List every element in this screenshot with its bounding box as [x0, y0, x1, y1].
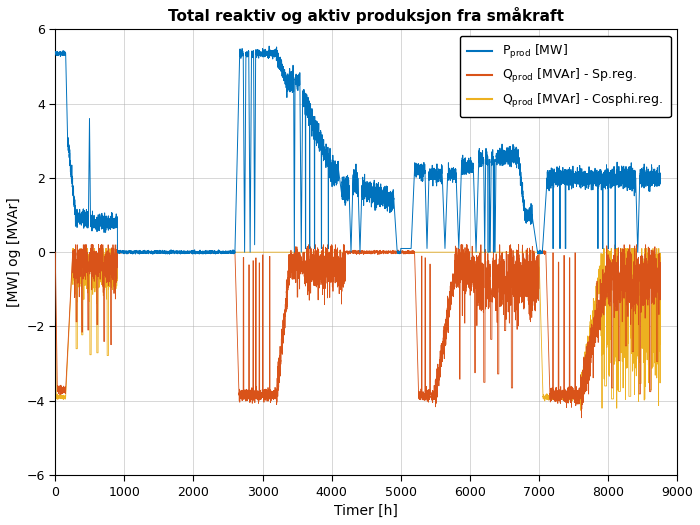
X-axis label: Timer [h]: Timer [h] — [335, 504, 398, 518]
Legend: $\mathregular{P_{prod}}$ [MW], $\mathregular{Q_{prod}}$ [MVAr] - Sp.reg., $\math: $\mathregular{P_{prod}}$ [MW], $\mathreg… — [460, 36, 671, 117]
Title: Total reaktiv og aktiv produksjon fra småkraft: Total reaktiv og aktiv produksjon fra sm… — [168, 7, 564, 24]
Y-axis label: [MW] og [MVAr]: [MW] og [MVAr] — [7, 197, 21, 307]
